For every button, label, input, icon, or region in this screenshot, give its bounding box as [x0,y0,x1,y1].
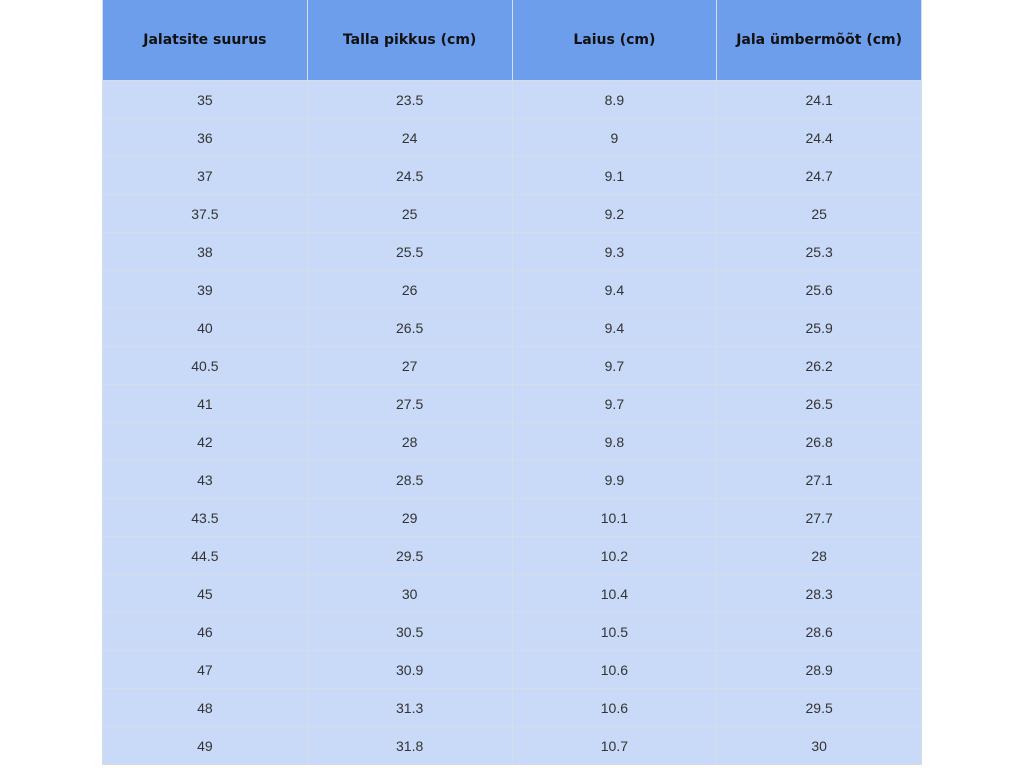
cell-sole-length: 28 [306,422,513,461]
cell-sole-length: 30 [306,574,513,613]
cell-shoe-size: 48 [102,688,308,727]
table-row: 36 24 9 24.4 [102,118,922,157]
cell-shoe-size: 44.5 [102,536,308,575]
cell-width: 10.2 [511,536,718,575]
cell-shoe-size: 46 [102,612,308,651]
table-row: 42 28 9.8 26.8 [102,422,922,461]
cell-sole-length: 30.9 [306,650,513,689]
table-row: 45 30 10.4 28.3 [102,574,922,613]
cell-circumference: 28.6 [716,612,922,651]
cell-shoe-size: 41 [102,384,308,423]
cell-circumference: 25 [716,194,922,233]
cell-shoe-size: 39 [102,270,308,309]
cell-sole-length: 25 [306,194,513,233]
cell-circumference: 24.7 [716,156,922,195]
cell-circumference: 28.9 [716,650,922,689]
cell-shoe-size: 36 [102,118,308,157]
cell-width: 9.2 [511,194,718,233]
header-sole-length: Talla pikkus (cm) [306,0,513,81]
cell-sole-length: 29.5 [306,536,513,575]
cell-width: 10.6 [511,688,718,727]
cell-width: 10.4 [511,574,718,613]
table-row: 37.5 25 9.2 25 [102,194,922,233]
cell-sole-length: 24 [306,118,513,157]
cell-width: 8.9 [511,80,718,119]
cell-sole-length: 28.5 [306,460,513,499]
cell-width: 10.6 [511,650,718,689]
cell-width: 9 [511,118,718,157]
cell-width: 9.7 [511,346,718,385]
table-row: 40 26.5 9.4 25.9 [102,308,922,347]
table-header: Jalatsite suurus Talla pikkus (cm) Laius… [102,0,922,81]
size-chart-table: Jalatsite suurus Talla pikkus (cm) Laius… [102,0,922,765]
cell-shoe-size: 47 [102,650,308,689]
cell-sole-length: 30.5 [306,612,513,651]
cell-width: 9.8 [511,422,718,461]
header-row: Jalatsite suurus Talla pikkus (cm) Laius… [102,0,922,81]
cell-circumference: 24.1 [716,80,922,119]
cell-circumference: 26.8 [716,422,922,461]
cell-sole-length: 27.5 [306,384,513,423]
cell-sole-length: 29 [306,498,513,537]
cell-circumference: 27.7 [716,498,922,537]
table-row: 48 31.3 10.6 29.5 [102,688,922,727]
table-row: 43 28.5 9.9 27.1 [102,460,922,499]
cell-width: 9.4 [511,308,718,347]
cell-circumference: 25.3 [716,232,922,271]
cell-sole-length: 23.5 [306,80,513,119]
table-row: 40.5 27 9.7 26.2 [102,346,922,385]
cell-sole-length: 27 [306,346,513,385]
cell-shoe-size: 37.5 [102,194,308,233]
cell-circumference: 30 [716,726,922,765]
table-row: 41 27.5 9.7 26.5 [102,384,922,423]
header-circumference: Jala ümbermõõt (cm) [716,0,922,81]
cell-shoe-size: 37 [102,156,308,195]
cell-shoe-size: 42 [102,422,308,461]
cell-shoe-size: 40 [102,308,308,347]
table-body: 35 23.5 8.9 24.1 36 24 9 24.4 37 24.5 9.1 24.7 37.5 2… [102,80,922,765]
cell-shoe-size: 38 [102,232,308,271]
cell-sole-length: 26.5 [306,308,513,347]
cell-circumference: 26.5 [716,384,922,423]
table-row: 35 23.5 8.9 24.1 [102,80,922,119]
cell-circumference: 25.6 [716,270,922,309]
cell-sole-length: 31.3 [306,688,513,727]
cell-shoe-size: 43.5 [102,498,308,537]
cell-shoe-size: 43 [102,460,308,499]
table-row: 47 30.9 10.6 28.9 [102,650,922,689]
cell-width: 9.7 [511,384,718,423]
cell-circumference: 25.9 [716,308,922,347]
table-row: 38 25.5 9.3 25.3 [102,232,922,271]
cell-circumference: 24.4 [716,118,922,157]
cell-sole-length: 24.5 [306,156,513,195]
cell-circumference: 29.5 [716,688,922,727]
cell-width: 10.1 [511,498,718,537]
cell-sole-length: 26 [306,270,513,309]
cell-width: 10.5 [511,612,718,651]
cell-width: 9.4 [511,270,718,309]
header-width: Laius (cm) [511,0,718,81]
cell-circumference: 26.2 [716,346,922,385]
cell-sole-length: 31.8 [306,726,513,765]
table-row: 43.5 29 10.1 27.7 [102,498,922,537]
cell-width: 9.9 [511,460,718,499]
table-row: 44.5 29.5 10.2 28 [102,536,922,575]
cell-circumference: 28.3 [716,574,922,613]
cell-circumference: 28 [716,536,922,575]
cell-shoe-size: 40.5 [102,346,308,385]
table-row: 49 31.8 10.7 30 [102,726,922,765]
cell-sole-length: 25.5 [306,232,513,271]
cell-width: 9.1 [511,156,718,195]
table-row: 37 24.5 9.1 24.7 [102,156,922,195]
header-shoe-size: Jalatsite suurus [102,0,308,81]
cell-width: 9.3 [511,232,718,271]
cell-shoe-size: 45 [102,574,308,613]
cell-width: 10.7 [511,726,718,765]
cell-circumference: 27.1 [716,460,922,499]
table-row: 39 26 9.4 25.6 [102,270,922,309]
cell-shoe-size: 49 [102,726,308,765]
cell-shoe-size: 35 [102,80,308,119]
table-row: 46 30.5 10.5 28.6 [102,612,922,651]
